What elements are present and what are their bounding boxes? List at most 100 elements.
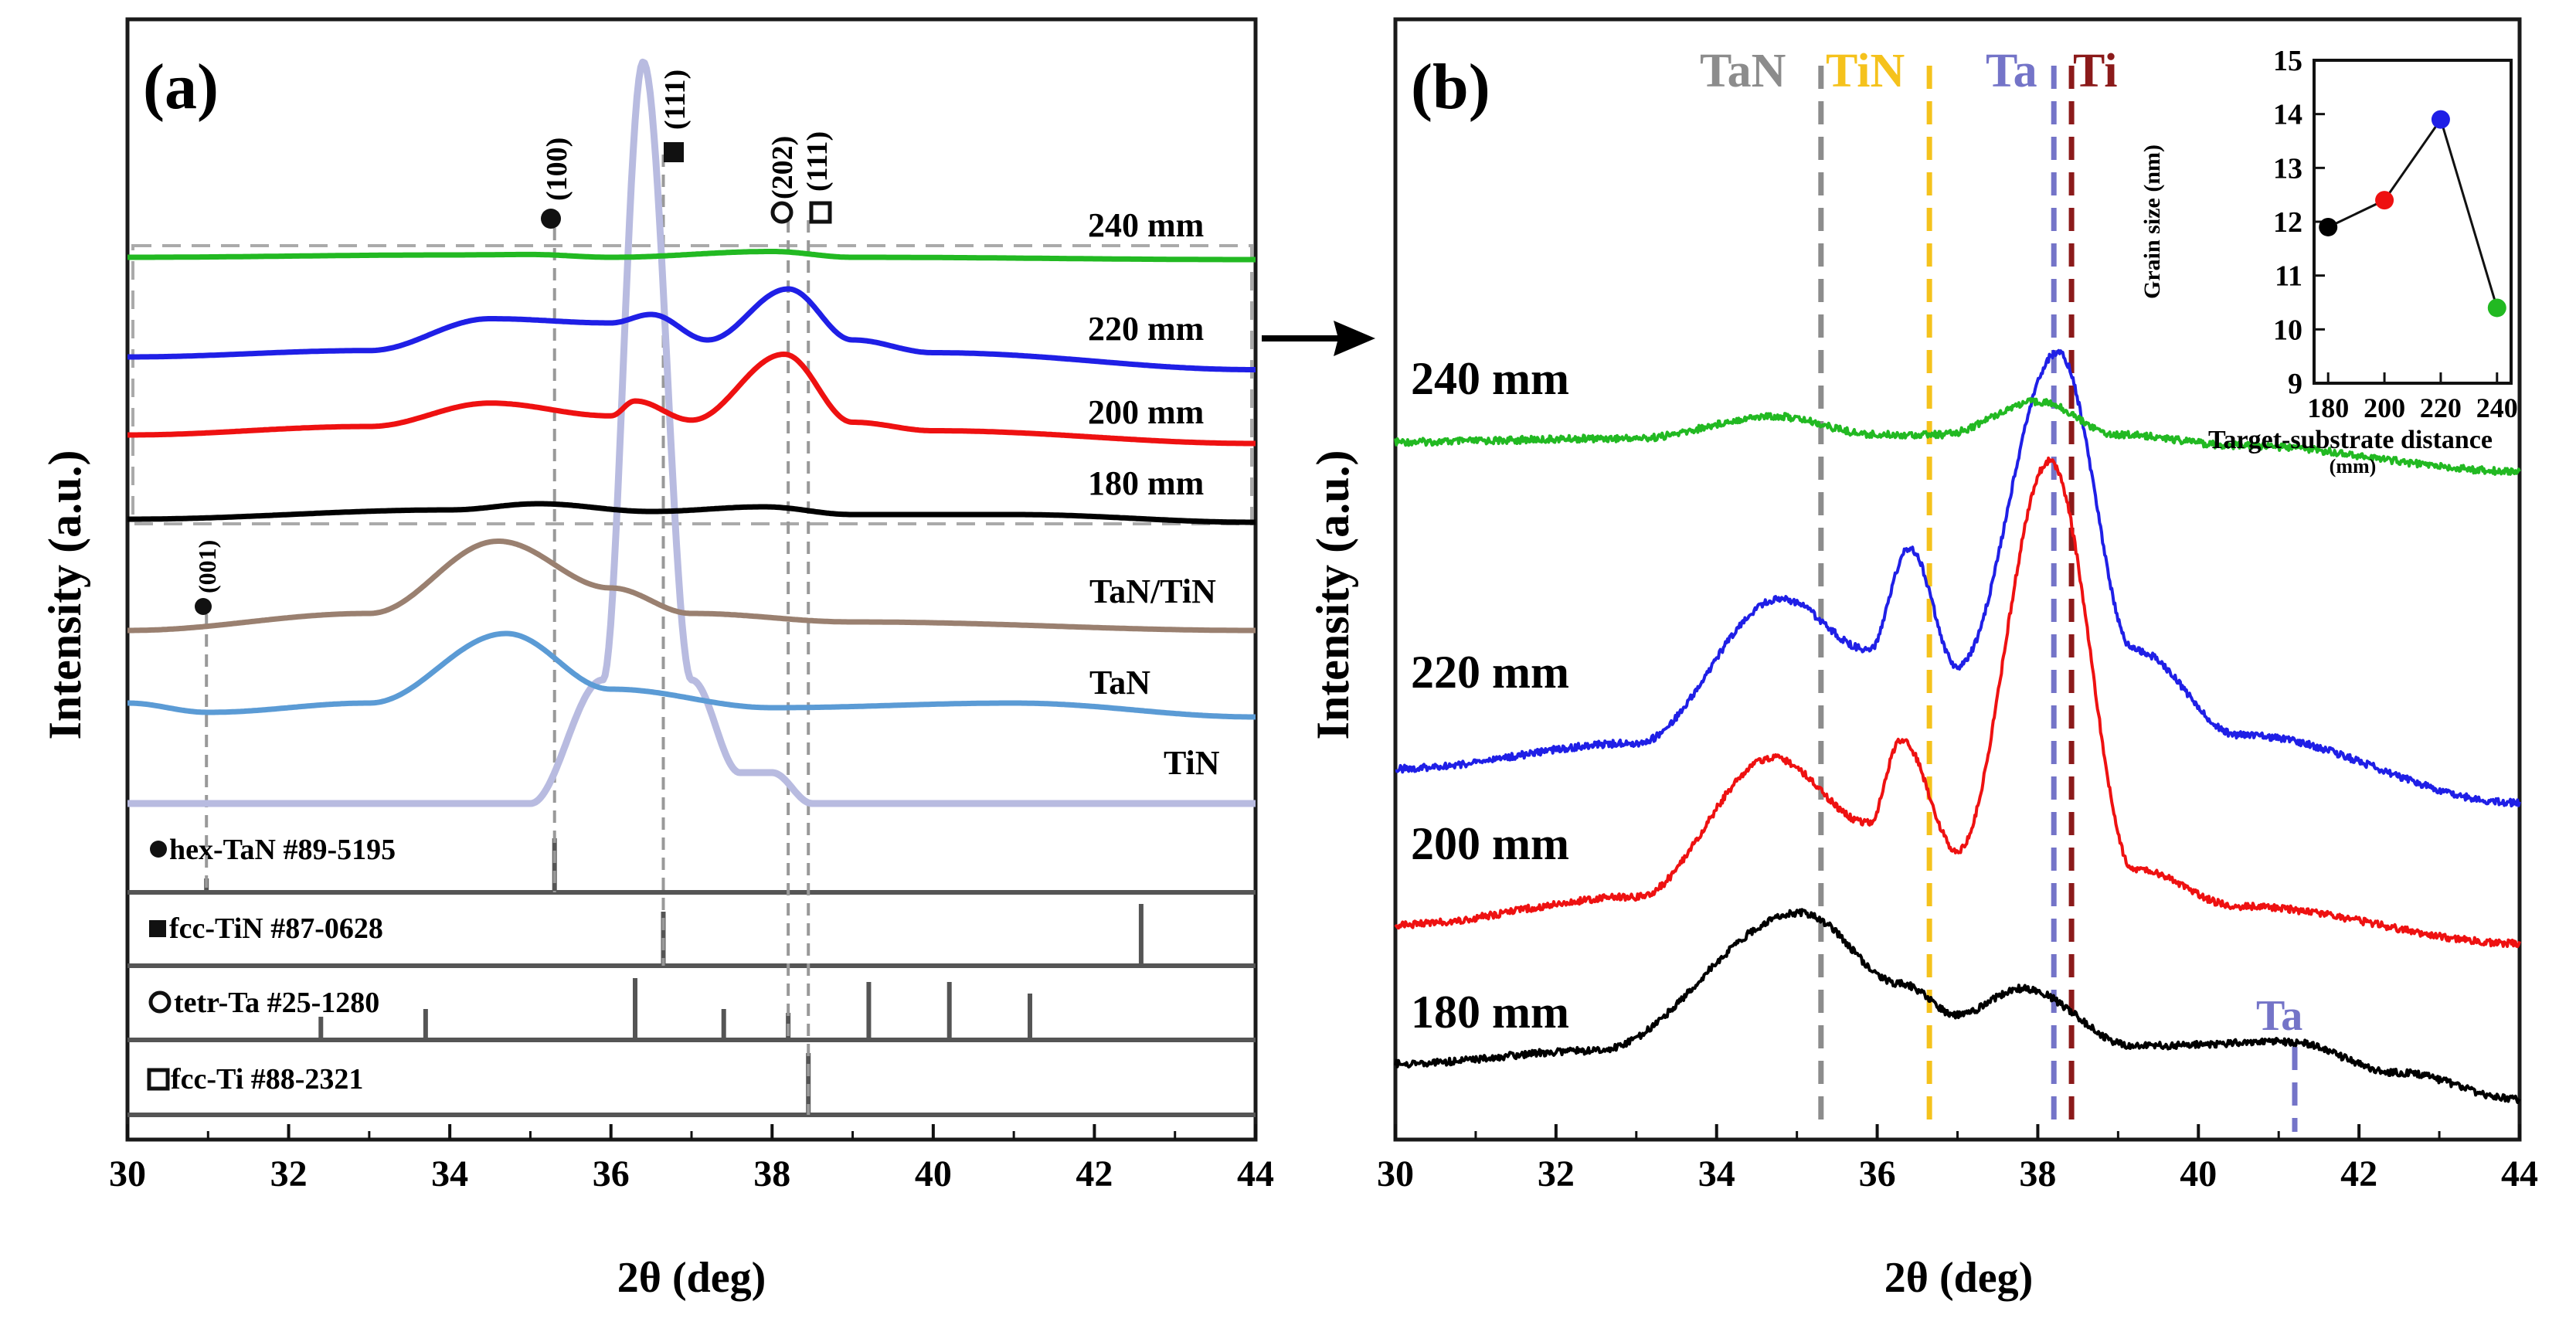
inset-axes: 9 10 11 12 13 14 15 180 200 220 240 — [2273, 45, 2518, 423]
arrow-head — [1334, 321, 1375, 356]
x-tick-label: 34 — [431, 1153, 468, 1194]
ref-name: fcc-Ti #88-2321 — [171, 1063, 363, 1096]
inset-y-label: Grain size (nm) — [2139, 144, 2165, 299]
ref-line-label-ti: Ti — [2073, 45, 2117, 97]
y-axis-label-a: Intensity (a.u.) — [39, 450, 90, 739]
circle-open-icon — [770, 201, 794, 224]
inset-y-tick-label: 15 — [2273, 45, 2302, 77]
ref-label-tan: hex-TaN #89-5195 — [150, 834, 396, 866]
ref-name: hex-TaN #89-5195 — [169, 834, 396, 866]
x-tick-label: 30 — [1377, 1153, 1414, 1194]
peak-marker-tin-111: (111) — [659, 70, 692, 162]
peak-label: (111) — [659, 70, 692, 130]
series-line — [1394, 908, 2521, 1104]
inset-connecting-line — [2327, 117, 2499, 308]
inset-y-tick-label: 11 — [2275, 260, 2302, 293]
series-label-tan-tin: TaN/TiN — [1089, 572, 1216, 610]
series-line — [126, 501, 1257, 525]
inset-x-label: Target-substrate distance — [2208, 426, 2493, 454]
ref-name: fcc-TiN #87-0628 — [169, 912, 383, 945]
x-tick-label: 42 — [1076, 1153, 1113, 1194]
inset-point — [2431, 110, 2450, 129]
circle-open-icon — [148, 990, 172, 1014]
inset-y-tick-label: 10 — [2273, 314, 2302, 346]
x-tick-label: 32 — [1538, 1153, 1575, 1194]
panel-a-curves — [125, 58, 1258, 807]
peak-marker-100: (100) — [541, 138, 573, 229]
panel-a: (a) hex-TaN #89-5195 fcc-TiN #87-0628 te… — [39, 17, 1274, 1302]
series-label-220: 220 mm — [1088, 310, 1204, 348]
circle-filled-icon — [150, 841, 167, 858]
series-label-180: 180 mm — [1088, 464, 1204, 502]
series-label-220: 220 mm — [1411, 647, 1569, 698]
inset-y-tick-label: 12 — [2273, 206, 2302, 239]
ref-label-ta: tetr-Ta #25-1280 — [148, 987, 379, 1019]
x-tick-label: 36 — [1859, 1153, 1896, 1194]
zoom-region-box — [131, 244, 1253, 525]
x-tick-label: 38 — [753, 1153, 790, 1194]
y-axis-label-b: Intensity (a.u.) — [1307, 450, 1358, 739]
reference-lines — [1818, 66, 2298, 1132]
peak-marker-202: (202) (111) — [766, 131, 834, 224]
panel-b-label: (b) — [1411, 51, 1490, 123]
square-filled-icon — [149, 920, 166, 937]
peak-label: (111) — [801, 131, 834, 192]
inset-x-unit: (mm) — [2330, 455, 2377, 477]
x-tick-label: 32 — [270, 1153, 308, 1194]
ref-label-tin: fcc-TiN #87-0628 — [149, 912, 383, 945]
x-tick-label: 42 — [2340, 1153, 2377, 1194]
ref-line-label-ta-2: Ta — [2256, 992, 2302, 1040]
x-tick-label: 44 — [2501, 1153, 2538, 1194]
series-label-180: 180 mm — [1411, 987, 1569, 1038]
peak-label: (202) — [766, 136, 799, 199]
peak-marker-001: (001) — [193, 540, 221, 615]
circle-filled-icon — [541, 209, 561, 229]
ref-label-ti: fcc-Ti #88-2321 — [147, 1063, 363, 1096]
panel-b: (b) TaN TiN Ta Ti Ta 240 mm 220 mm 200 m… — [1307, 17, 2538, 1302]
inset-background — [2229, 60, 2511, 383]
inset-x-tick-label: 180 — [2307, 392, 2349, 423]
inset-point — [2375, 191, 2394, 210]
series-label-200: 200 mm — [1088, 393, 1204, 431]
peak-label: (001) — [193, 540, 221, 593]
inset-point — [2319, 217, 2338, 236]
circle-filled-icon — [195, 598, 212, 615]
panel-a-label: (a) — [143, 51, 219, 123]
series-label-240: 240 mm — [1088, 206, 1204, 244]
arrow-icon — [1262, 321, 1375, 356]
inset-points — [2319, 110, 2506, 318]
square-open-icon — [809, 201, 832, 224]
series-label-200: 200 mm — [1411, 818, 1569, 869]
x-tick-label: 40 — [915, 1153, 952, 1194]
reference-strips — [127, 890, 1256, 1117]
series-line — [125, 58, 1258, 807]
inset-y-tick-label: 13 — [2273, 152, 2302, 185]
x-axis-label-b: 2θ (deg) — [1884, 1254, 2034, 1302]
ref-line-label-tin: TiN — [1826, 45, 1905, 97]
series-line — [126, 286, 1257, 372]
x-tick-label: 30 — [109, 1153, 146, 1194]
series-line — [126, 630, 1257, 720]
square-open-icon — [147, 1068, 170, 1091]
x-axis-a: 30 32 34 36 38 40 42 44 — [109, 1124, 1274, 1194]
ref-line-label-tan: TaN — [1700, 45, 1786, 97]
x-tick-label: 38 — [2019, 1153, 2056, 1194]
inset-chart: 9 10 11 12 13 14 15 180 200 220 240 Grain size (nm… — [2139, 45, 2518, 477]
series-label-tin: TiN — [1164, 744, 1220, 782]
series-label-240: 240 mm — [1411, 353, 1569, 404]
x-tick-label: 44 — [1237, 1153, 1274, 1194]
panel-b-curves — [1394, 348, 2521, 1104]
ref-name: tetr-Ta #25-1280 — [174, 987, 379, 1019]
inset-x-tick-label: 200 — [2364, 392, 2405, 423]
inset-y-tick-label: 14 — [2273, 99, 2302, 131]
series-line — [1394, 397, 2521, 476]
x-tick-label: 34 — [1698, 1153, 1735, 1194]
peak-label: (100) — [541, 138, 573, 201]
inset-y-tick-label: 9 — [2288, 368, 2302, 400]
ref-line-label-ta: Ta — [1986, 45, 2037, 97]
inset-x-tick-label: 220 — [2420, 392, 2462, 423]
series-line — [126, 352, 1257, 447]
x-axis-label-a: 2θ (deg) — [617, 1254, 766, 1302]
x-axis-b: 30 32 34 36 38 40 42 44 — [1377, 1124, 2538, 1194]
